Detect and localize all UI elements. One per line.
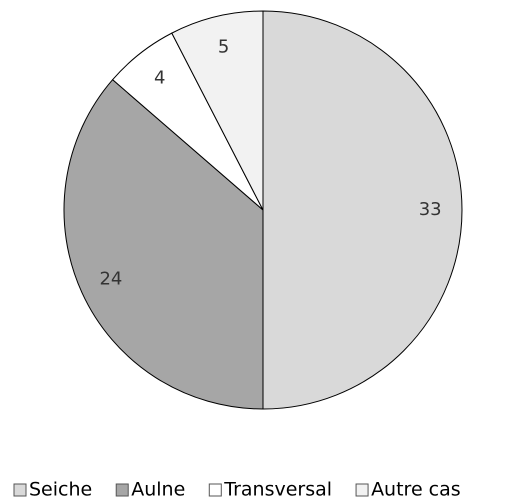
legend-swatch (355, 483, 369, 497)
legend-swatch (13, 483, 27, 497)
legend-swatch (115, 483, 129, 497)
data-label: 5 (218, 37, 229, 58)
pie-slice (171, 10, 264, 211)
legend-label: Aulne (131, 479, 185, 500)
pie-slice (262, 10, 463, 410)
pie-slice (63, 78, 264, 410)
legend-label: Autre cas (371, 479, 461, 500)
legend-label: Transversal (223, 479, 332, 500)
data-label: 24 (99, 268, 122, 289)
data-label: 4 (154, 68, 165, 89)
legend-swatch (208, 483, 222, 497)
data-label: 33 (419, 199, 442, 220)
legend-label: Seiche (29, 479, 92, 500)
